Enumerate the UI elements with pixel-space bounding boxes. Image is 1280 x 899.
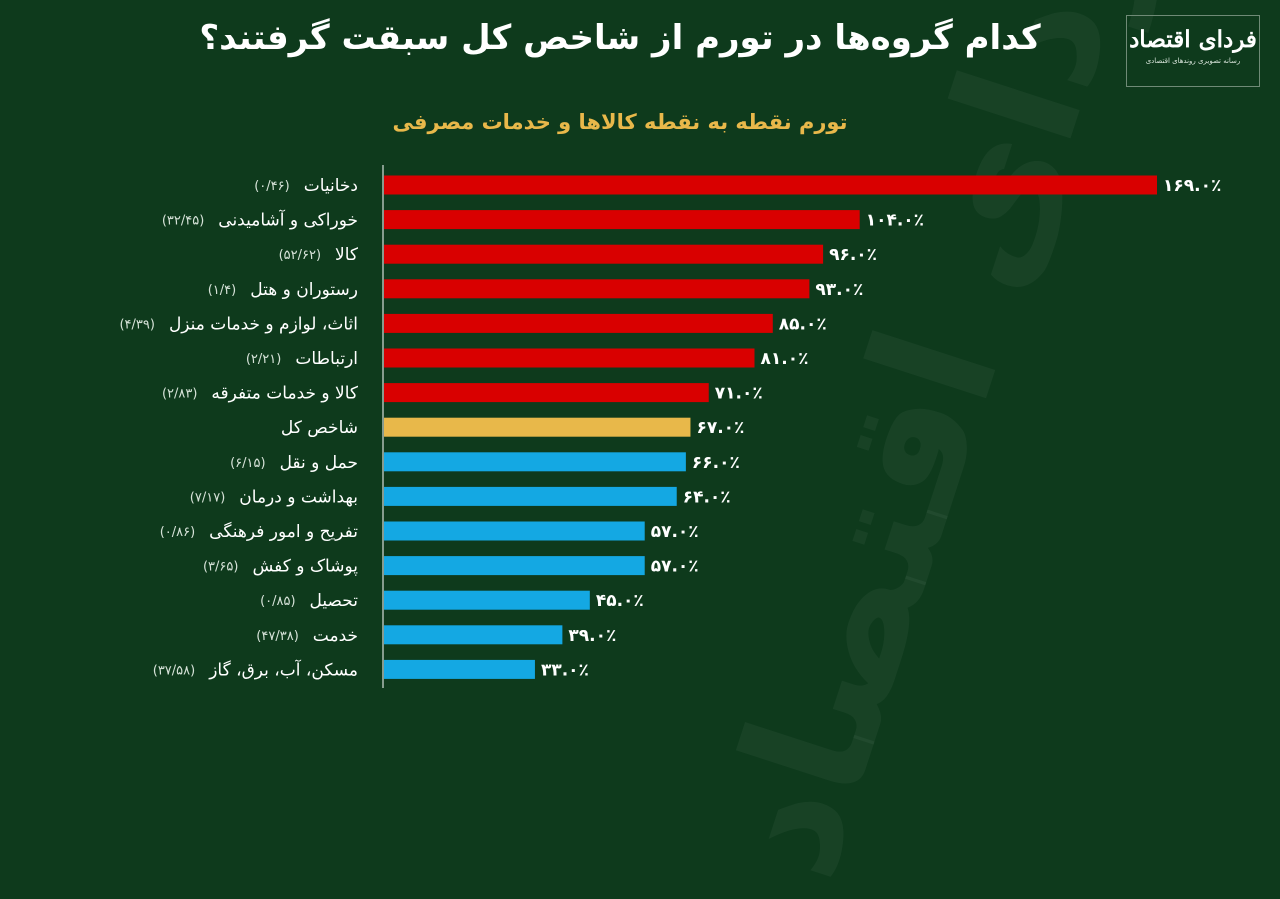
weight-label-12: (۰/۸۵) (260, 594, 295, 609)
weight-label-11: (۳/۶۵) (203, 560, 238, 575)
weight-label-0: (۰/۴۶) (254, 179, 289, 194)
weight-label-5: (۲/۲۱) (246, 352, 281, 367)
chart-subtitle: تورم نقطه به نقطه کالاها و خدمات مصرفی (392, 110, 848, 134)
category-label-2: کالا (335, 245, 359, 265)
bar-9 (384, 486, 677, 506)
weight-label-1: (۳۲/۴۵) (162, 214, 204, 229)
bar-14 (384, 659, 535, 679)
bar-7 (384, 417, 691, 437)
value-label-2: ۹۶.۰٪ (829, 245, 877, 265)
weight-label-9: (۷/۱۷) (190, 490, 225, 505)
category-label-14: مسکن، آب، برق، گاز (208, 658, 358, 680)
bar-11 (384, 556, 645, 576)
bar-0 (384, 175, 1157, 195)
bar-5 (384, 348, 755, 368)
value-label-8: ۶۶.۰٪ (692, 453, 740, 473)
bar-12 (384, 590, 590, 610)
weight-label-4: (۴/۳۹) (119, 317, 154, 332)
logo-tagline: رسانه تصویری روندهای اقتصادی (1145, 57, 1241, 65)
value-label-5: ۸۱.۰٪ (760, 349, 808, 369)
brand-logo[interactable]: فردای اقتصاد رسانه تصویری روندهای اقتصاد… (1126, 15, 1260, 87)
bar-1 (384, 210, 860, 230)
category-label-8: حمل و نقل (280, 453, 358, 473)
category-label-11: پوشاک و کفش (252, 557, 358, 577)
bar-13 (384, 625, 563, 645)
category-label-6: کالا و خدمات متفرقه (211, 384, 358, 404)
bars-layer: ۱۶۹.۰٪ دخانیات (۰/۴۶) ۱۰۴.۰٪ خوراکی و آشامید… (119, 165, 1221, 688)
weight-label-2: (۵۲/۶۲) (279, 248, 321, 263)
category-label-12: تحصیل (310, 591, 359, 611)
category-label-10: تفریح و امور فرهنگی (209, 521, 358, 542)
category-label-9: بهداشت و درمان (239, 487, 358, 507)
value-label-4: ۸۵.۰٪ (779, 314, 827, 334)
value-label-14: ۳۳.۰٪ (541, 660, 589, 680)
bar-4 (384, 313, 773, 333)
value-label-9: ۶۴.۰٪ (683, 487, 731, 507)
category-label-5: ارتباطات (295, 349, 358, 369)
weight-label-8: (۶/۱۵) (230, 456, 265, 471)
weight-label-10: (۰/۸۶) (160, 525, 195, 540)
bar-3 (384, 279, 810, 299)
value-label-10: ۵۷.۰٪ (651, 522, 699, 542)
value-label-0: ۱۶۹.۰٪ (1163, 176, 1221, 196)
weight-label-3: (۱/۴) (208, 283, 237, 298)
value-label-1: ۱۰۴.۰٪ (866, 211, 924, 231)
category-label-1: خوراکی و آشامیدنی (218, 209, 358, 231)
page-title: کدام گروه‌ها در تورم از شاخص کل سبقت گرف… (199, 18, 1041, 58)
category-label-3: رستوران و هتل (250, 280, 358, 300)
category-label-7: شاخص کل (281, 418, 358, 438)
value-label-12: ۴۵.۰٪ (596, 591, 644, 611)
weight-label-13: (۴۷/۳۸) (256, 629, 298, 644)
bar-8 (384, 452, 686, 472)
value-label-6: ۷۱.۰٪ (715, 384, 763, 404)
value-label-11: ۵۷.۰٪ (651, 557, 699, 577)
value-label-7: ۶۷.۰٪ (696, 418, 744, 438)
logo-text: فردای اقتصاد (1129, 26, 1257, 53)
bar-chart: ۱۶۹.۰٪ دخانیات (۰/۴۶) ۱۰۴.۰٪ خوراکی و آشامید… (119, 165, 1221, 688)
value-label-13: ۳۹.۰٪ (568, 626, 616, 646)
bar-6 (384, 383, 709, 403)
weight-label-14: (۳۷/۵۸) (153, 663, 195, 678)
value-label-3: ۹۳.۰٪ (815, 280, 863, 300)
category-label-13: خدمت (313, 626, 358, 646)
bar-2 (384, 244, 824, 264)
bar-10 (384, 521, 645, 541)
category-label-4: اثاث، لوازم و خدمات منزل (169, 314, 358, 334)
category-label-0: دخانیات (304, 176, 358, 196)
weight-label-6: (۲/۸۳) (162, 387, 197, 402)
